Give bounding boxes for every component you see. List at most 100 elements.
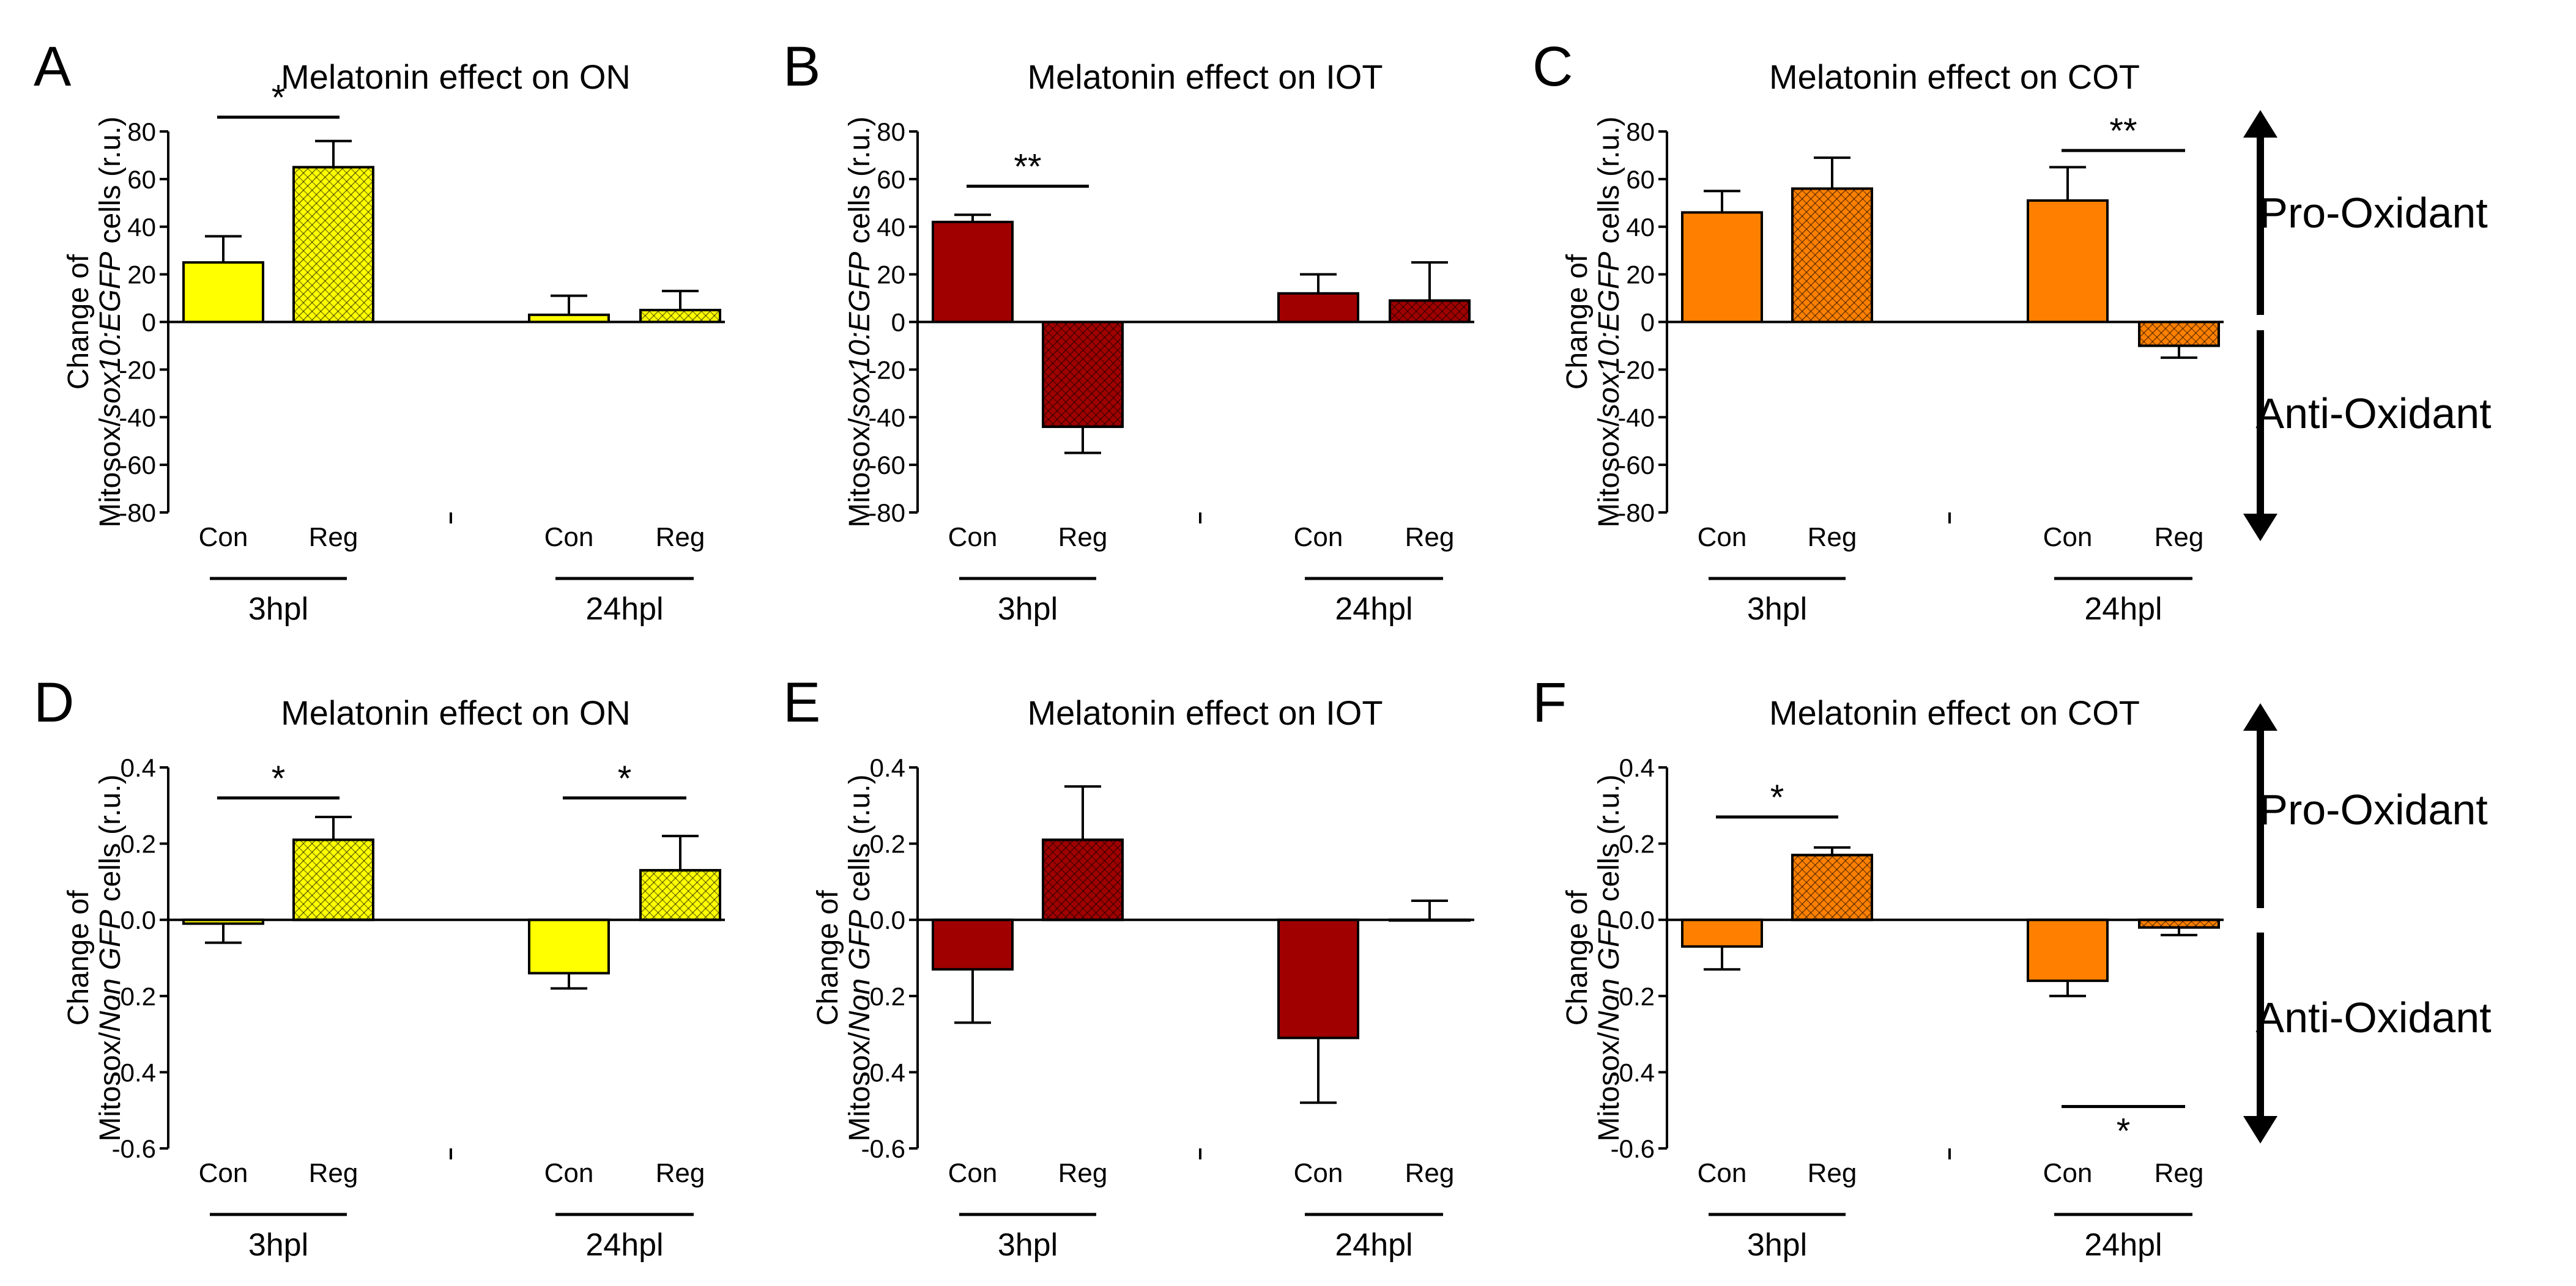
significance-star: * [272, 78, 286, 118]
group-label: 24hpl [2084, 591, 2162, 627]
bar [182, 261, 264, 323]
y-tick-label: -0.2 [112, 982, 156, 1011]
group-label: 24hpl [1335, 591, 1412, 627]
x-tick-label: Reg [1405, 1158, 1455, 1188]
group-label: 3hpl [248, 1227, 308, 1263]
y-tick-label: -0.6 [861, 1134, 905, 1163]
bar-hatch-cross [292, 166, 374, 323]
panel-title: Melatonin effect on IOT [1027, 693, 1383, 732]
bar [1681, 918, 1763, 948]
panel-title: Melatonin effect on ON [281, 693, 631, 732]
x-tick-label: Reg [2155, 1158, 2204, 1188]
y-tick-label: 0.2 [1619, 830, 1655, 859]
panel-E: E Melatonin effect on IOT 0.4 0.2 0.0 -0.2 -0.… [783, 671, 1474, 1263]
pro-oxidant-label-bottom: Pro-Oxidant [2259, 786, 2487, 833]
significance-star: * [618, 759, 632, 799]
panel-title: Melatonin effect on COT [1769, 57, 2140, 96]
significance-star: * [2117, 1111, 2131, 1151]
y-tick-label: 0 [891, 308, 905, 337]
y-axis-label-unit: cells (r.u.) [1593, 774, 1625, 909]
arrow-head-up [2243, 110, 2277, 138]
panel-label: B [783, 35, 820, 98]
panel-label: E [783, 671, 820, 734]
y-axis-label-line1: Change of [1561, 890, 1594, 1025]
bar-hatch-cross [2138, 320, 2220, 347]
x-tick-label: Con [544, 522, 594, 552]
y-tick-label: -0.2 [1611, 982, 1655, 1011]
group-label: 24hpl [1335, 1227, 1412, 1263]
y-tick-label: 0 [142, 308, 156, 337]
y-tick-label: 0.4 [870, 753, 905, 782]
arrow-head-down [2243, 514, 2277, 541]
y-axis-label: Change of Mitosox/sox10:EGFP cells (r.u.) [1561, 116, 1625, 527]
bar-hatch-cross [1791, 854, 1873, 922]
y-tick-label: -40 [1617, 403, 1655, 432]
x-tick-label: Reg [656, 1158, 705, 1188]
y-tick-label: -0.6 [1611, 1134, 1655, 1163]
y-tick-label: -0.4 [1611, 1058, 1655, 1087]
y-axis-label-italic: sox10:EGFP [844, 252, 876, 418]
y-axis-label-unit: cells (r.u.) [844, 774, 876, 909]
panel-label: A [34, 35, 72, 98]
group-label: 3hpl [998, 591, 1058, 627]
x-tick-label: Con [1294, 522, 1343, 552]
y-tick-label: -0.4 [861, 1058, 905, 1087]
y-tick-label: 60 [127, 165, 156, 194]
significance-star: * [272, 759, 286, 799]
y-tick-label: -0.6 [112, 1134, 156, 1163]
y-tick-label: -0.4 [112, 1058, 156, 1087]
y-axis-label-italic: Non GFP [1593, 910, 1625, 1032]
y-tick-label: 80 [1626, 117, 1655, 146]
x-tick-label: Con [199, 1158, 248, 1188]
y-axis-label-italic: sox10:EGFP [94, 252, 127, 418]
bar-hatch-cross [639, 309, 721, 323]
significance-star: ** [2109, 111, 2137, 151]
bar [2027, 199, 2109, 323]
x-tick-label: Reg [309, 1158, 358, 1188]
arrow-head-up [2243, 703, 2277, 731]
y-tick-label: 80 [877, 117, 905, 146]
panel-title: Melatonin effect on ON [281, 57, 631, 96]
bar-hatch-cross [1389, 299, 1471, 323]
x-tick-label: Con [948, 1158, 998, 1188]
bar-hatch-cross [1042, 838, 1124, 922]
y-axis-label-line2: Mitosox/ [94, 418, 127, 527]
x-tick-label: Reg [656, 522, 705, 552]
y-tick-label: -80 [868, 498, 905, 527]
y-tick-label: 20 [877, 261, 905, 289]
anti-oxidant-label-bottom: Anti-Oxidant [2255, 994, 2491, 1041]
pro-anti-arrow-top [2243, 110, 2277, 541]
bar-hatch-cross [639, 869, 721, 922]
x-tick-label: Con [1294, 1158, 1343, 1188]
x-tick-label: Reg [1808, 522, 1857, 552]
panel-label: D [34, 671, 74, 734]
bar [1681, 211, 1763, 323]
y-axis-label-line2: Mitosox/ [94, 1032, 127, 1141]
y-tick-label: 0.2 [870, 830, 905, 859]
bar [1277, 292, 1359, 323]
y-tick-label: -80 [119, 498, 156, 527]
y-axis-label-line1: Change of [812, 890, 844, 1025]
x-tick-label: Reg [1058, 1158, 1108, 1188]
y-axis-label: Change of Mitosox/Non GFP cells (r.u.) [62, 774, 127, 1141]
bar-hatch-cross [292, 838, 374, 922]
group-label: 3hpl [1747, 591, 1807, 627]
y-tick-label: 0.2 [121, 830, 156, 859]
bar [932, 220, 1014, 323]
y-tick-label: 0.4 [121, 753, 156, 782]
panel-D: D Melatonin effect on ON 0.4 0.2 0.0 -0.2 -0.4… [34, 671, 725, 1263]
y-axis-label-line2: Mitosox/ [1593, 1032, 1625, 1141]
arrow-head-down [2243, 1116, 2277, 1144]
y-axis-label-line1: Change of [62, 254, 95, 390]
bar [1277, 918, 1359, 1040]
y-tick-label: -20 [119, 355, 156, 384]
x-tick-label: Con [1698, 1158, 1747, 1188]
x-tick-label: Con [544, 1158, 594, 1188]
y-tick-label: 0 [1641, 308, 1655, 337]
y-tick-label: -60 [868, 451, 905, 479]
x-tick-label: Reg [1405, 522, 1455, 552]
group-label: 24hpl [585, 591, 663, 627]
group-label: 24hpl [585, 1227, 663, 1263]
y-axis-label-italic: sox10:EGFP [1593, 252, 1625, 418]
